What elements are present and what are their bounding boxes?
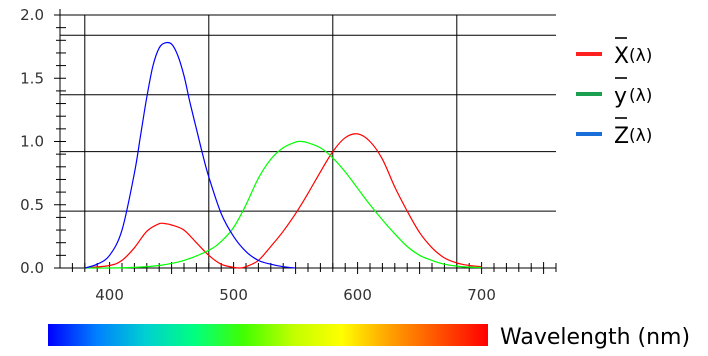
y-tick-label: 0.0: [20, 259, 44, 277]
legend-series-arg: (λ): [629, 46, 652, 66]
spectrum-gradient-bar: [48, 324, 488, 346]
legend-swatch: [576, 92, 602, 96]
y-tick-label: 1.5: [20, 69, 44, 87]
legend-series-letter: y: [614, 84, 627, 109]
legend-swatch: [576, 132, 602, 136]
y-tick-label: 2.0: [20, 6, 44, 24]
series-line-x-bar: [84, 133, 482, 269]
x-tick-label: 600: [343, 286, 372, 304]
legend-series-letter: X: [614, 44, 629, 69]
y-tick-label: 1.0: [20, 133, 44, 151]
axes: 0.0 0.5 1.0 1.5 2.0 400 500 600 700: [20, 6, 557, 304]
legend-series-arg: (λ): [629, 86, 652, 106]
x-tick-label: 700: [467, 286, 496, 304]
x-axis-label: Wavelength (nm): [500, 325, 690, 350]
grid: [60, 14, 556, 268]
legend: X (λ)y (λ)Z (λ): [576, 37, 652, 149]
series-lines: [84, 41, 482, 269]
x-tick-label: 500: [219, 286, 248, 304]
legend-series-letter: Z: [614, 124, 629, 149]
legend-swatch: [576, 52, 602, 56]
y-tick-label: 0.5: [20, 196, 44, 214]
wavelength-spectrum-bar: Wavelength (nm): [48, 324, 690, 350]
legend-series-arg: (λ): [629, 126, 652, 146]
x-tick-label: 400: [95, 286, 124, 304]
series-line-z-bar: [84, 41, 296, 269]
series-line-y-bar: [84, 140, 482, 269]
